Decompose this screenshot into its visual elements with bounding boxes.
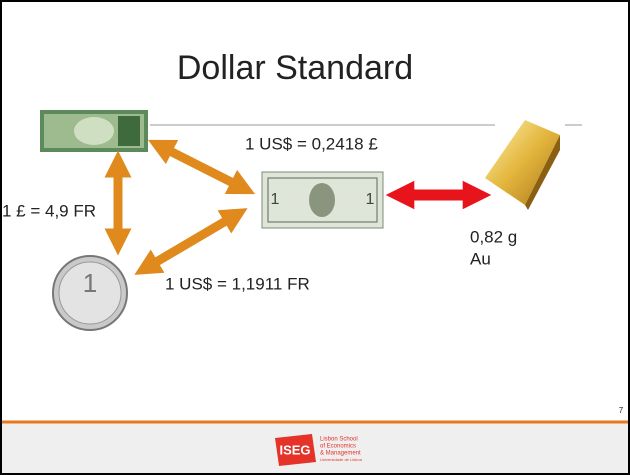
- coin-digit: 1: [83, 268, 97, 298]
- arrow: [147, 139, 256, 195]
- rate-label: 1 US$ = 0,2418 £: [245, 134, 378, 153]
- school-name: & Management: [320, 451, 361, 457]
- school-name: of Economics: [320, 444, 356, 450]
- university-name: Universidade de Lisboa: [320, 457, 363, 462]
- gold-label: Au: [470, 249, 491, 268]
- gold-label: 0,82 g: [470, 227, 517, 246]
- dollar-bill: 1 1: [261, 171, 384, 229]
- title: Dollar Standard: [177, 49, 413, 87]
- logo-text: ISEG: [279, 442, 310, 457]
- bill-digit: 1: [366, 191, 375, 208]
- school-name: Lisbon School: [320, 437, 358, 443]
- gold-bar: [485, 120, 560, 210]
- pound-note: [40, 110, 148, 152]
- franc-coin: 1: [52, 255, 128, 331]
- footer: [2, 423, 628, 473]
- rate-label: 1 US$ = 1,1911 FR: [165, 274, 310, 293]
- page-number: 7: [619, 406, 624, 415]
- rate-label: 1 £ = 4,9 FR: [2, 201, 96, 220]
- arrow: [134, 208, 248, 275]
- logo-shape: [275, 434, 316, 466]
- bill-digit: 1: [271, 191, 280, 208]
